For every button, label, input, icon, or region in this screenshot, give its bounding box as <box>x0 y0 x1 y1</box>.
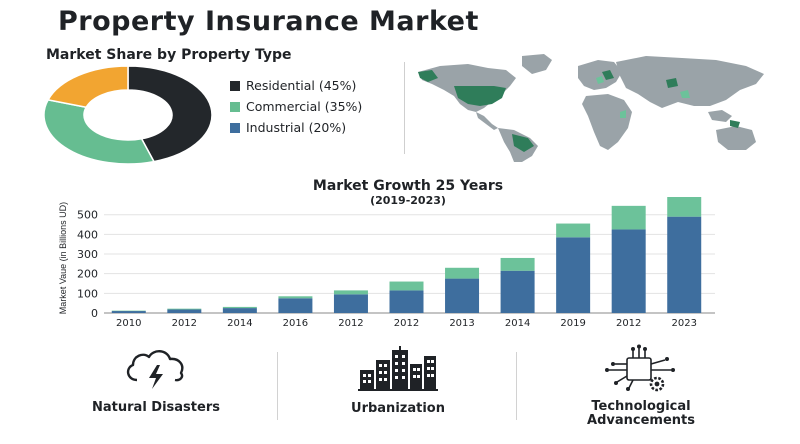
legend-label: Residential (45%) <box>246 78 357 93</box>
donut-chart <box>43 65 213 165</box>
donut-slice-0 <box>127 65 213 163</box>
x-tick-label: 2014 <box>505 318 530 329</box>
legend-item-industrial: Industrial (20%) <box>230 117 362 138</box>
bar-2012-s0 <box>611 229 646 313</box>
factor-technological-advancements: Technological Advancements <box>561 344 721 428</box>
bar-2016-s1 <box>278 296 313 299</box>
factor-label: Advancements <box>587 413 695 428</box>
bar-2012-s0 <box>333 294 368 313</box>
x-tick-label: 2012 <box>616 318 641 329</box>
factor-natural-disasters: Natural Disasters <box>76 346 236 415</box>
donut-slice-2 <box>46 65 129 109</box>
circuit-chip-gear-icon <box>605 344 675 392</box>
x-tick-label: 2019 <box>560 318 585 329</box>
bar-2014-s0 <box>500 270 535 313</box>
y-tick-label: 300 <box>77 248 98 261</box>
factor-label: Natural Disasters <box>92 400 220 415</box>
factor-divider <box>277 352 278 420</box>
factor-label: Technological <box>591 399 691 414</box>
x-tick-label: 2014 <box>227 318 252 329</box>
bar-chart: Market Growth 25 Years (2019-2023) Marke… <box>58 178 715 329</box>
legend-item-commercial: Commercial (35%) <box>230 96 362 117</box>
factor-divider <box>516 352 517 420</box>
x-tick-label: 2012 <box>338 318 363 329</box>
bar-2013-s1 <box>445 267 480 279</box>
legend-swatch <box>230 101 240 112</box>
legend-item-residential: Residential (45%) <box>230 75 362 96</box>
bar-2014-s1 <box>222 306 257 309</box>
x-tick-label: 2023 <box>672 318 697 329</box>
bar-2012-s0 <box>167 309 202 313</box>
factor-urbanization: Urbanization <box>318 346 478 416</box>
pie-legend: Residential (45%) Commercial (35%) Indus… <box>230 75 362 138</box>
bar-chart-subtitle: (2019-2023) <box>370 194 446 207</box>
bar-2019-s1 <box>556 223 591 238</box>
page-title: Property Insurance Market <box>58 6 479 37</box>
x-tick-label: 2012 <box>394 318 419 329</box>
factor-label: Urbanization <box>351 401 445 416</box>
y-tick-label: 200 <box>77 268 98 281</box>
section-divider <box>404 62 405 154</box>
y-axis-label: Market Vaue (in Billions UD) <box>58 202 68 314</box>
pie-chart-title: Market Share by Property Type <box>46 47 292 63</box>
legend-label: Commercial (35%) <box>246 99 363 114</box>
city-buildings-icon <box>358 346 438 391</box>
x-tick-label: 2012 <box>172 318 197 329</box>
bar-2016-s0 <box>278 298 313 313</box>
donut-slice-1 <box>43 99 156 165</box>
bar-2012-s1 <box>167 308 202 310</box>
bar-2023-s1 <box>667 197 702 217</box>
y-tick-label: 0 <box>91 307 98 320</box>
bar-2013-s0 <box>445 278 480 313</box>
bar-2010-s0 <box>111 311 146 313</box>
bar-2012-s1 <box>611 205 646 230</box>
bar-2019-s0 <box>556 237 591 313</box>
bar-2012-s0 <box>389 290 424 313</box>
x-tick-label: 2016 <box>283 318 308 329</box>
bar-2014-s1 <box>500 257 535 271</box>
storm-cloud-lightning-icon <box>126 350 184 389</box>
bar-2012-s1 <box>333 290 368 295</box>
y-tick-label: 400 <box>77 228 98 241</box>
x-tick-label: 2010 <box>116 318 141 329</box>
bar-2014-s0 <box>222 308 257 313</box>
bar-2012-s1 <box>389 281 424 291</box>
legend-label: Industrial (20%) <box>246 120 347 135</box>
y-tick-label: 100 <box>77 287 98 300</box>
bar-chart-title: Market Growth 25 Years <box>313 178 503 194</box>
world-map-icon <box>418 54 764 162</box>
y-tick-label: 500 <box>77 209 98 222</box>
legend-swatch <box>230 122 240 133</box>
legend-swatch <box>230 80 240 91</box>
x-tick-label: 2013 <box>449 318 474 329</box>
bar-2023-s0 <box>667 216 702 313</box>
